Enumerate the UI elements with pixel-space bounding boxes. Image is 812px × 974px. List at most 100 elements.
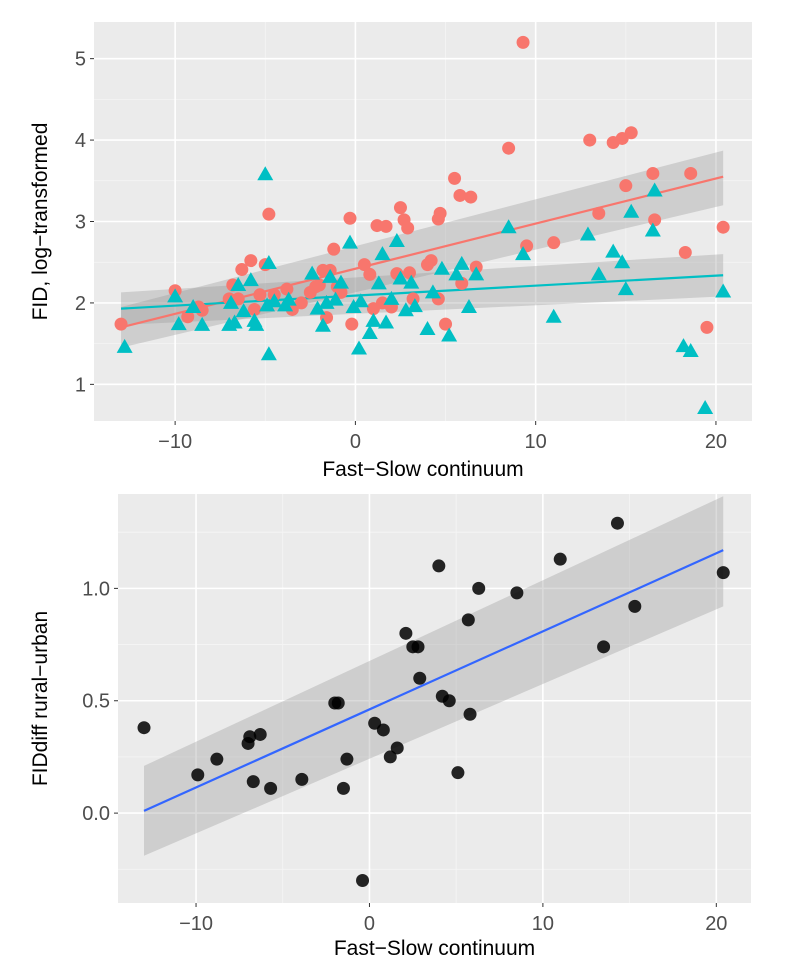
data-point-triangle (341, 234, 358, 249)
data-point-triangle (605, 243, 622, 258)
data-point-circle (345, 317, 359, 331)
data-point-circle (137, 721, 151, 735)
x-tick-label: 10 (525, 431, 547, 453)
data-point-triangle (259, 297, 276, 312)
data-point-circle (312, 278, 326, 292)
data-point-triangle (617, 281, 634, 296)
data-point-triangle (623, 203, 640, 218)
data-point-triangle (453, 255, 470, 270)
data-point-circle (336, 781, 350, 795)
data-point-triangle (460, 299, 477, 313)
x-tick-label: 10 (532, 913, 554, 935)
data-point-triangle (370, 275, 387, 290)
data-point-triangle (260, 255, 277, 270)
data-point-triangle (260, 346, 277, 361)
data-point-triangle (579, 226, 596, 241)
data-point-triangle (614, 254, 631, 269)
x-tick-label: 20 (705, 431, 727, 453)
y-tick-label: 1 (75, 374, 86, 396)
data-point-circle (383, 750, 397, 764)
data-point-circle (700, 320, 714, 334)
data-point-circle (628, 599, 642, 613)
data-point-triangle (322, 268, 339, 283)
y-axis-title: FIDdiff rural−urban (29, 611, 52, 786)
data-point-triangle (235, 303, 252, 318)
x-tick-label: 20 (705, 913, 727, 935)
bottom-scatter-panel: −10 0 10 20 0.0 0.5 1.0 Fast−Slow continuum FI… (29, 494, 751, 960)
data-point-triangle (194, 316, 211, 331)
y-axis-title: FID, log−transformed (29, 123, 52, 321)
data-point-circle (195, 303, 209, 317)
data-point-triangle (500, 219, 517, 234)
data-point-circle (393, 201, 407, 215)
data-point-circle (684, 166, 698, 180)
data-point-triangle (682, 342, 699, 357)
data-point-circle (295, 772, 309, 786)
data-point-circle (294, 296, 308, 310)
data-point-circle (246, 775, 260, 789)
data-point-circle (363, 267, 377, 281)
x-tick-label: −10 (179, 913, 213, 935)
data-point-triangle (280, 291, 297, 306)
data-point-triangle (383, 290, 400, 305)
data-point-circle (243, 730, 257, 744)
data-point-triangle (266, 293, 283, 308)
data-point-circle (181, 310, 195, 324)
data-point-circle (716, 220, 730, 234)
data-point-circle (331, 696, 345, 710)
data-point-triangle (441, 327, 458, 342)
data-point-triangle (242, 272, 259, 287)
data-point-circle (547, 236, 561, 250)
data-point-circle (433, 206, 447, 220)
data-point-circle (646, 166, 660, 180)
data-point-circle (411, 640, 425, 654)
data-point-circle (343, 211, 357, 225)
data-point-circle (464, 190, 478, 204)
y-tick-label: 4 (75, 130, 86, 152)
data-point-triangle (167, 288, 184, 303)
data-point-triangle (515, 246, 532, 261)
data-point-triangle (675, 338, 692, 353)
data-point-triangle (351, 340, 368, 355)
x-tick-label: 0 (350, 431, 361, 453)
data-point-triangle (185, 299, 202, 313)
data-point-circle (432, 559, 446, 573)
data-point-circle (247, 302, 261, 316)
confidence-band (144, 496, 724, 856)
data-point-circle (553, 552, 567, 566)
data-point-triangle (644, 222, 661, 237)
data-point-circle (356, 874, 370, 888)
data-point-triangle (590, 266, 607, 281)
x-axis-title: Fast−Slow continuum (334, 937, 535, 960)
data-point-circle (424, 254, 438, 268)
data-point-circle (253, 288, 267, 302)
data-point-circle (510, 586, 524, 600)
y-tick-label: 0.0 (82, 803, 110, 825)
data-point-triangle (406, 298, 423, 313)
data-point-circle (340, 752, 354, 766)
data-point-circle (583, 133, 597, 147)
data-point-triangle (715, 283, 732, 298)
data-point-triangle (374, 246, 391, 261)
y-tick-label: 0.5 (82, 691, 110, 713)
data-point-triangle (327, 291, 344, 306)
data-point-triangle (314, 317, 331, 332)
data-point-circle (716, 566, 730, 580)
data-point-circle (648, 213, 662, 227)
data-point-triangle (226, 314, 243, 329)
trend-line (143, 549, 724, 812)
y-tick-label: 1.0 (82, 578, 110, 600)
data-point-circle (262, 207, 276, 221)
data-point-triangle (365, 312, 382, 327)
data-point-triangle (116, 338, 133, 353)
data-point-triangle (468, 266, 485, 281)
data-point-triangle (388, 233, 405, 248)
data-point-circle (244, 254, 258, 268)
data-point-circle (597, 640, 611, 654)
data-point-circle (451, 766, 465, 780)
data-point-circle (327, 242, 341, 256)
data-point-triangle (545, 308, 562, 323)
data-point-circle (624, 126, 638, 140)
y-tick-label: 3 (75, 212, 86, 234)
